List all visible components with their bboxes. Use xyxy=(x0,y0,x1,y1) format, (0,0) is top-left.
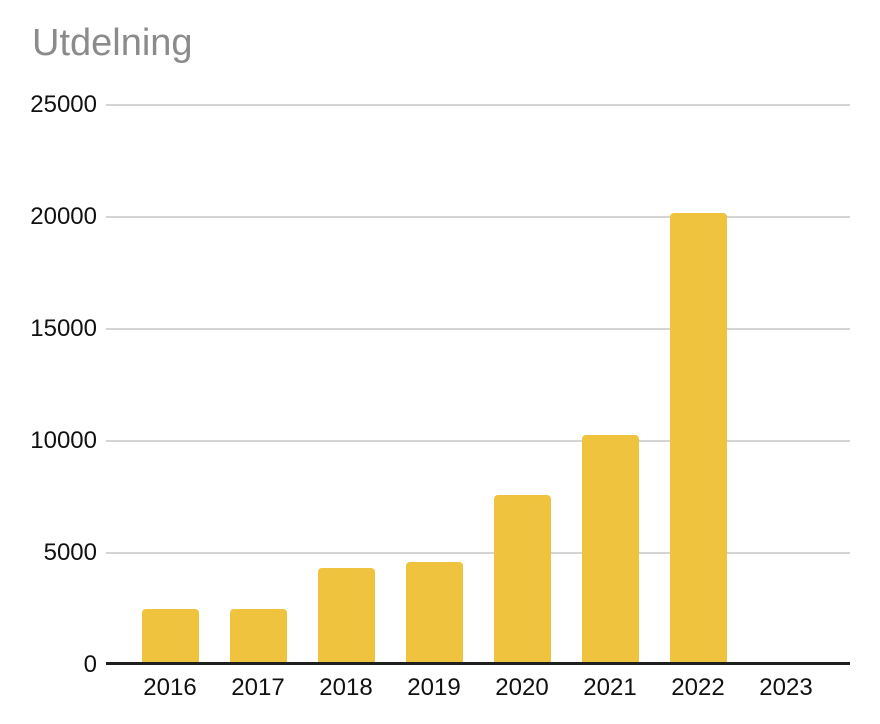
bar-cell xyxy=(478,105,566,665)
bar-2017[interactable] xyxy=(229,609,287,665)
grid-layer xyxy=(106,104,850,665)
x-axis-tick-label: 2020 xyxy=(495,674,549,701)
x-axis-tick-label: 2023 xyxy=(759,674,813,701)
x-axis-tick-label: 2019 xyxy=(407,674,461,701)
x-axis-tick-label: 2018 xyxy=(319,674,373,701)
y-axis-tick-label: 25000 xyxy=(30,91,97,118)
bar-layer xyxy=(106,105,850,665)
gridline xyxy=(106,552,850,554)
bar-2019[interactable] xyxy=(405,561,463,665)
bar-cell xyxy=(566,105,654,665)
gridline xyxy=(106,440,850,442)
y-axis-tick-label: 15000 xyxy=(30,315,97,342)
bar-2022[interactable] xyxy=(669,212,727,665)
bar-cell xyxy=(302,105,390,665)
x-axis-line xyxy=(106,662,850,665)
bar-cell xyxy=(742,105,830,665)
bar-cell xyxy=(126,105,214,665)
bar-cell xyxy=(214,105,302,665)
plot-area xyxy=(106,104,850,665)
gridline xyxy=(106,216,850,218)
bar-2016[interactable] xyxy=(141,609,199,665)
y-axis-tick-label: 0 xyxy=(83,651,97,678)
x-axis: 2016 2017 2018 2019 2020 2021 2022 2023 xyxy=(106,673,850,703)
bar-2021[interactable] xyxy=(581,435,639,665)
chart-title: Utdelning xyxy=(32,22,193,64)
x-axis-tick-label: 2017 xyxy=(231,674,285,701)
x-axis-tick-label: 2016 xyxy=(143,674,197,701)
gridline xyxy=(106,104,850,106)
y-axis-tick-label: 5000 xyxy=(43,539,97,566)
y-axis-tick-label: 20000 xyxy=(30,203,97,230)
bar-2020[interactable] xyxy=(493,494,551,665)
x-axis-tick-label: 2021 xyxy=(583,674,637,701)
y-axis-tick-label: 10000 xyxy=(30,427,97,454)
bar-cell xyxy=(390,105,478,665)
y-axis: 0 5000 10000 15000 20000 25000 xyxy=(0,0,97,724)
x-axis-tick-label: 2022 xyxy=(671,674,725,701)
gridline xyxy=(106,328,850,330)
bar-2018[interactable] xyxy=(317,568,375,665)
bar-cell xyxy=(654,105,742,665)
